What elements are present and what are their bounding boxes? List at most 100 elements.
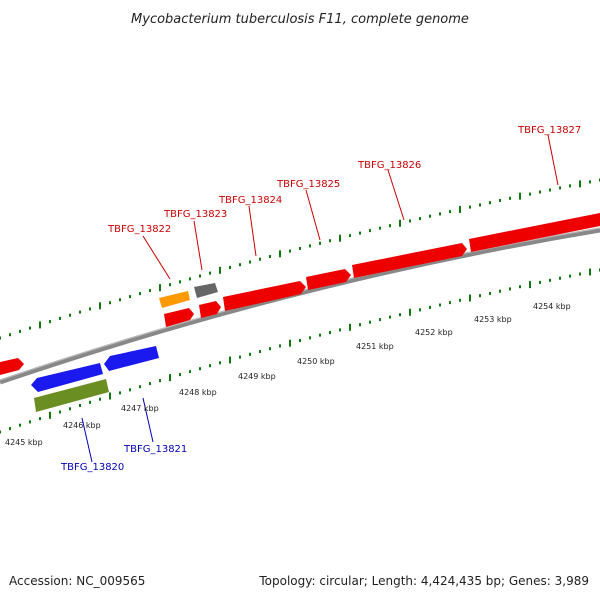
minor-tick [539, 280, 541, 284]
label-line-13823 [193, 220, 203, 271]
gene-orange[interactable] [159, 291, 190, 308]
minor-tick [259, 257, 261, 261]
minor-tick [359, 231, 361, 235]
label-line-13820 [81, 417, 93, 463]
minor-tick [269, 347, 271, 351]
minor-tick [339, 328, 341, 332]
minor-tick [179, 280, 181, 284]
kbp-label: 4247 kbp [121, 404, 159, 413]
minor-tick [239, 263, 241, 267]
accession-text: Accession: NC_009565 [9, 574, 145, 588]
major-tick [349, 323, 351, 331]
label-tbfg-13825[interactable]: TBFG_13825 [276, 179, 340, 190]
label-line-13824 [248, 205, 257, 257]
minor-tick [89, 307, 91, 311]
label-tbfg-13827[interactable]: TBFG_13827 [517, 125, 581, 136]
minor-tick [379, 226, 381, 230]
minor-tick [59, 316, 61, 320]
gene-tbfg-13823[interactable] [199, 301, 221, 318]
minor-tick [9, 427, 11, 431]
kbp-label: 4251 kbp [356, 342, 394, 351]
gene-olive[interactable] [34, 379, 109, 412]
major-tick [399, 219, 401, 227]
label-tbfg-13824[interactable]: TBFG_13824 [218, 195, 282, 206]
minor-tick [309, 336, 311, 340]
minor-tick [419, 217, 421, 221]
minor-tick [439, 212, 441, 216]
major-tick [579, 180, 581, 188]
gene-blue-right[interactable] [104, 346, 159, 371]
minor-tick [569, 274, 571, 278]
minor-tick [589, 180, 591, 184]
minor-tick [459, 298, 461, 302]
minor-tick [189, 370, 191, 374]
major-tick [229, 356, 231, 364]
minor-tick [389, 224, 391, 228]
major-tick [39, 321, 41, 329]
minor-tick [109, 301, 111, 305]
gene-tbfg-13826[interactable] [352, 243, 467, 278]
kbp-label: 4246 kbp [63, 421, 101, 430]
kbp-label: 4245 kbp [5, 438, 43, 447]
minor-tick [299, 339, 301, 342]
kbp-label: 4248 kbp [179, 388, 217, 397]
minor-tick [189, 277, 191, 281]
minor-tick [209, 364, 211, 368]
gene-left-edge[interactable] [0, 358, 24, 375]
label-tbfg-13826[interactable]: TBFG_13826 [357, 160, 421, 171]
label-tbfg-13822[interactable]: TBFG_13822 [107, 224, 171, 235]
minor-tick [209, 271, 211, 275]
minor-tick [29, 326, 31, 330]
minor-tick [269, 255, 271, 258]
minor-tick [79, 404, 81, 407]
minor-tick [199, 367, 201, 371]
minor-tick [399, 313, 401, 317]
reverse-labels: TBFG_13820 TBFG_13821 [60, 397, 187, 473]
minor-tick [489, 291, 491, 295]
minor-tick [9, 333, 11, 337]
minor-tick [319, 333, 321, 337]
minor-tick [99, 397, 101, 401]
kbp-label: 4252 kbp [415, 328, 453, 337]
minor-tick [199, 274, 201, 278]
label-tbfg-13823[interactable]: TBFG_13823 [163, 209, 227, 220]
minor-tick [59, 410, 61, 414]
map-title: Mycobacterium tuberculosis F11, complete… [131, 12, 469, 27]
minor-tick [379, 318, 381, 322]
kbp-label: 4253 kbp [474, 315, 512, 324]
gene-tbfg-13825[interactable] [306, 269, 351, 290]
major-tick [159, 284, 161, 292]
kbp-label: 4249 kbp [238, 372, 276, 381]
minor-tick [549, 278, 551, 282]
major-tick [99, 302, 101, 310]
genome-info-text: Topology: circular; Length: 4,424,435 bp… [258, 574, 589, 588]
minor-tick [19, 329, 21, 333]
reverse-tick-track [0, 268, 600, 434]
gene-tbfg-13827[interactable] [469, 213, 600, 252]
label-tbfg-13820[interactable]: TBFG_13820 [60, 462, 124, 473]
major-tick [469, 294, 471, 302]
minor-tick [149, 382, 151, 386]
label-line-13822 [142, 235, 171, 280]
minor-tick [429, 305, 431, 309]
major-tick [519, 192, 521, 200]
minor-tick [119, 298, 121, 302]
gene-tbfg-13822[interactable] [164, 308, 194, 327]
minor-tick [39, 417, 41, 421]
minor-tick [19, 423, 21, 427]
kbp-label: 4250 kbp [297, 357, 335, 366]
minor-tick [0, 336, 1, 340]
minor-tick [319, 241, 321, 245]
minor-tick [259, 350, 261, 353]
minor-tick [329, 331, 331, 334]
minor-tick [129, 388, 131, 392]
gene-tbfg-13824[interactable] [223, 281, 306, 311]
minor-tick [79, 310, 81, 314]
major-tick [529, 281, 531, 289]
minor-tick [0, 430, 1, 434]
gene-gray[interactable] [194, 283, 218, 298]
minor-tick [479, 203, 481, 207]
minor-tick [119, 391, 121, 395]
gene-blue-left[interactable] [31, 363, 103, 392]
label-tbfg-13821[interactable]: TBFG_13821 [123, 444, 187, 455]
